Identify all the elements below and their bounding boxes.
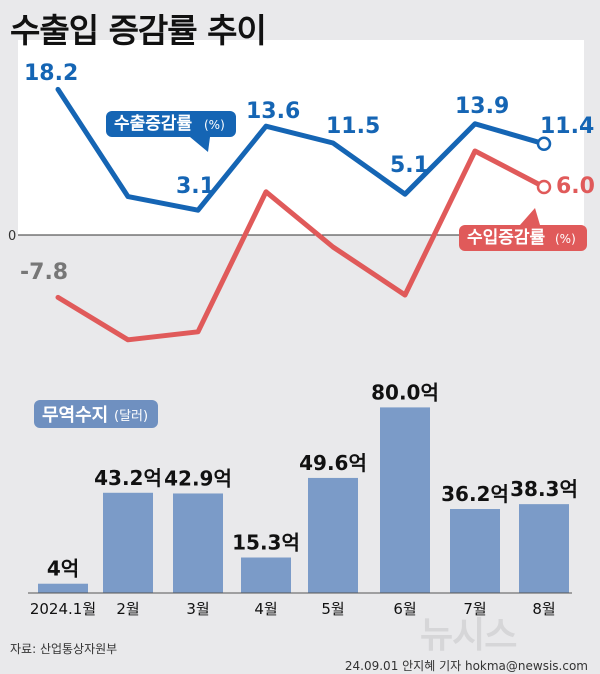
line-series-export — [55, 86, 547, 213]
line-series-import — [55, 148, 547, 343]
x-tick-label: 2월 — [116, 600, 139, 618]
trade-bar — [38, 583, 88, 593]
x-tick-label: 5월 — [321, 600, 344, 618]
bar-value-label: 43.2억 — [94, 466, 162, 490]
legend-import-pointer — [520, 208, 540, 225]
line-value-label: 13.9 — [455, 94, 509, 119]
zero-tick-label: 0 — [8, 229, 16, 244]
x-tick-label: 6월 — [393, 600, 416, 618]
line-end-marker — [536, 136, 552, 152]
x-tick-label: 3월 — [186, 600, 209, 618]
x-tick-label: 7월 — [463, 600, 486, 618]
bar-value-label: 36.2억 — [441, 482, 509, 506]
legend-export: 수출증감률 (%) — [106, 111, 236, 152]
bar-value-label: 80.0억 — [371, 380, 439, 404]
legend-import-unit: (%) — [555, 232, 576, 246]
line-value-label: 13.6 — [246, 99, 300, 124]
legend-import: 수입증감률 (%) — [459, 208, 587, 251]
trade-bar — [241, 557, 291, 593]
trade-bar — [308, 477, 358, 593]
legend-export-box — [106, 111, 236, 137]
legend-import-name: 수입증감률 — [467, 228, 546, 248]
trade-balance-box — [34, 400, 158, 428]
line-value-label: -7.8 — [20, 260, 68, 285]
line-end-marker — [536, 179, 552, 195]
source-note: 자료: 산업통상자원부 — [10, 642, 118, 656]
bar-chart-layer: 4억 2024.1월 43.2억 2월 42.9억 3월 15.3억 4월 49.6억 5월 80.… — [30, 380, 578, 618]
legend-export-unit: (%) — [204, 118, 225, 132]
line-value-label: 18.2 — [24, 61, 78, 86]
newsis-watermark: 뉴시스 — [420, 615, 517, 656]
x-tick-label: 8월 — [532, 600, 555, 618]
bar-value-label: 38.3억 — [510, 477, 578, 501]
legend-export-name: 수출증감률 — [114, 114, 193, 134]
legend-import-box — [459, 225, 587, 251]
line-chart-layer: 18.2 3.1 13.6 11.5 5.1 13.9 11.4 -7.8 6.0 수출증감률 (%… — [20, 61, 595, 343]
trade-bar — [173, 493, 223, 593]
line-value-label: 3.1 — [176, 174, 215, 199]
trade-bar — [380, 407, 430, 593]
bar-value-label: 42.9억 — [164, 466, 232, 490]
legend-export-pointer — [190, 137, 210, 152]
line-value-label: 6.0 — [556, 174, 595, 199]
bar-value-label: 49.6억 — [299, 451, 367, 475]
line-value-label: 11.5 — [326, 114, 380, 139]
trade-balance-unit: (달러) — [114, 409, 148, 424]
chart-title: 수출입 증감률 추이 — [10, 11, 267, 50]
line-value-label: 5.1 — [390, 153, 429, 178]
trade-bar — [103, 492, 153, 593]
trade-balance-name: 무역수지 — [42, 405, 108, 426]
trade-balance-label: 무역수지 (달러) — [34, 400, 158, 428]
trade-bar — [450, 509, 500, 593]
x-tick-label: 2024.1월 — [30, 600, 96, 618]
bar-value-label: 15.3억 — [232, 531, 300, 555]
trade-bar — [519, 504, 569, 593]
x-tick-label: 4월 — [254, 600, 277, 618]
line-value-label: 11.4 — [540, 114, 594, 139]
credit-note: 24.09.01 안지혜 기자 hokma@newsis.com — [344, 659, 588, 673]
bar-value-label: 4억 — [47, 557, 79, 581]
